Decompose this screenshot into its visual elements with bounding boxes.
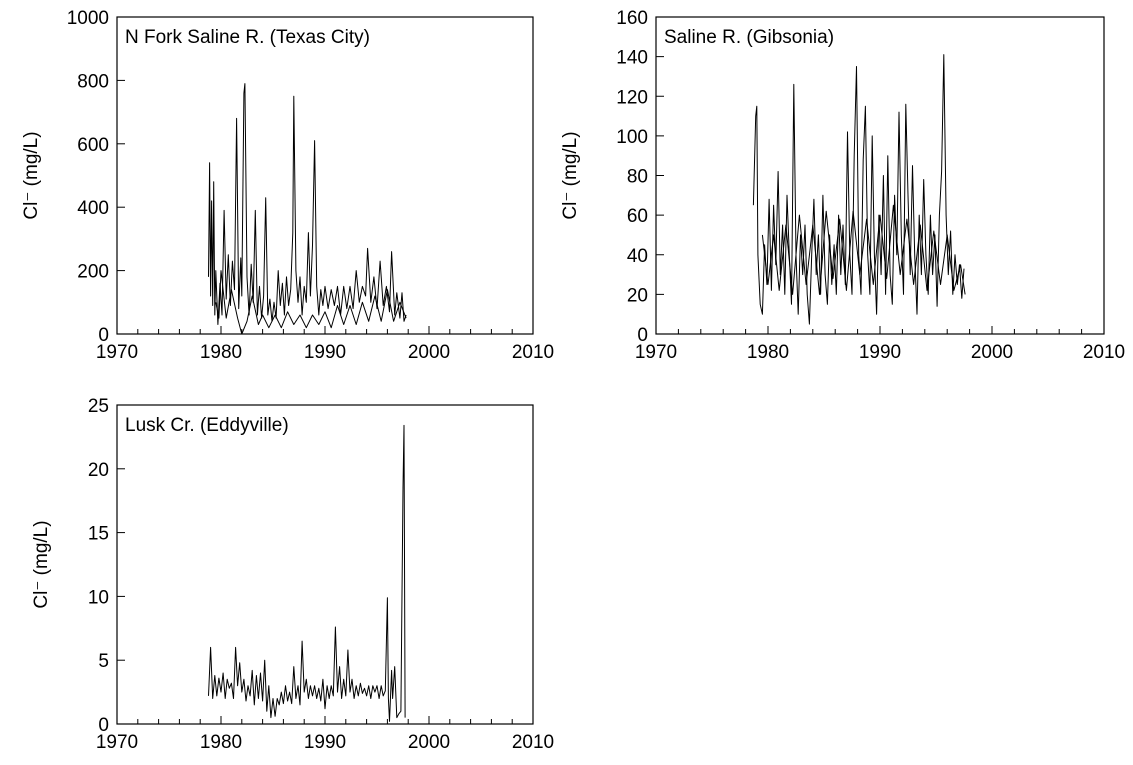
y-tick-label: 100 [616, 127, 648, 148]
chart-panel-lusk-creek: 1970 1980 1990 2000 2010 0 5 10 15 20 25 Cl⁻ (mg/L)… [31, 396, 554, 753]
series-line-saline-gibsonia-2 [761, 204, 966, 295]
plot-frame-saline-gibsonia [655, 16, 1105, 335]
x-tick-label: 2000 [971, 342, 1013, 363]
y-tick-label: 800 [77, 71, 109, 92]
y-tick-label: 25 [88, 396, 109, 417]
series-line-n-fork-saline-1 [208, 83, 407, 325]
y-tick-label: 15 [88, 524, 109, 545]
x-tick-label: 1990 [304, 342, 346, 363]
chart-panel-n-fork-saline: 1970 1980 1990 2000 2010 0 200 400 600 800 1000 Cl⁻… [21, 8, 554, 363]
series-line-saline-gibsonia-1 [752, 54, 965, 325]
y-tick-label: 20 [627, 285, 648, 306]
y-tick-label: 1000 [67, 8, 109, 29]
x-tick-label: 2000 [408, 342, 450, 363]
y-tick-label: 5 [98, 651, 109, 672]
x-tick-label: 1980 [747, 342, 789, 363]
y-tick-label: 0 [98, 715, 109, 736]
x-tick-label: 2010 [1083, 342, 1125, 363]
x-tick-label: 1990 [859, 342, 901, 363]
y-tick-label: 10 [88, 587, 109, 608]
y-tick-label: 160 [616, 8, 648, 29]
chart-panel-saline-gibsonia: 1970 1980 1990 2000 2010 0 20 40 60 80 100 120 140 16… [560, 8, 1125, 363]
x-tick-label: 1990 [304, 732, 346, 753]
y-tick-label: 20 [88, 460, 109, 481]
y-tick-label: 140 [616, 48, 648, 69]
series-line-lusk-creek-1 [208, 424, 406, 722]
y-tick-label: 0 [637, 325, 648, 346]
x-tick-label: 1970 [96, 732, 138, 753]
panel-title: Lusk Cr. (Eddyville) [125, 415, 289, 436]
x-tick-label: 1980 [200, 732, 242, 753]
series-line-n-fork-saline-2 [215, 270, 407, 335]
x-tick-label: 1970 [96, 342, 138, 363]
y-tick-label: 40 [627, 246, 648, 267]
y-axis-label: Cl⁻ (mg/L) [31, 520, 52, 608]
plot-frame-lusk-creek [116, 404, 534, 725]
y-tick-label: 60 [627, 206, 648, 227]
y-tick-label: 400 [77, 198, 109, 219]
y-tick-label: 0 [98, 325, 109, 346]
panel-title: Saline R. (Gibsonia) [664, 27, 834, 48]
y-tick-label: 200 [77, 262, 109, 283]
y-tick-label: 120 [616, 87, 648, 108]
panel-title: N Fork Saline R. (Texas City) [125, 27, 370, 48]
y-tick-label: 80 [627, 167, 648, 188]
x-tick-label: 1980 [200, 342, 242, 363]
y-tick-label: 600 [77, 135, 109, 156]
y-axis-label: Cl⁻ (mg/L) [21, 131, 42, 219]
x-tick-label: 1970 [635, 342, 677, 363]
x-tick-label: 2010 [512, 342, 554, 363]
x-tick-label: 2010 [512, 732, 554, 753]
x-tick-label: 2000 [408, 732, 450, 753]
y-axis-label: Cl⁻ (mg/L) [560, 131, 581, 219]
